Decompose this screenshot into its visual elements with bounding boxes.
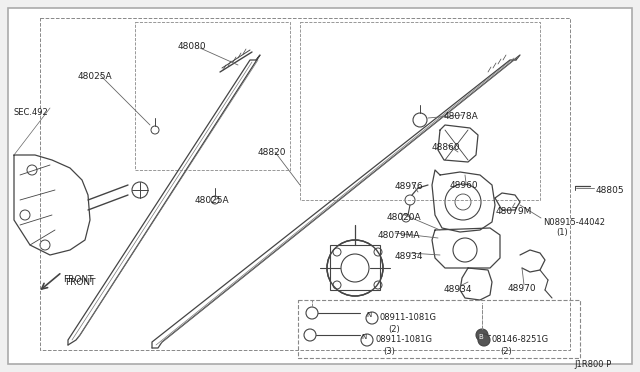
Text: N: N [362,334,367,340]
Text: (3): (3) [383,347,395,356]
Text: B: B [479,334,483,340]
FancyBboxPatch shape [8,8,632,364]
Text: 48025A: 48025A [78,72,113,81]
Text: (1): (1) [556,228,568,237]
Text: J1R800 P: J1R800 P [574,360,611,369]
Text: N: N [366,312,372,318]
Text: 48960: 48960 [450,181,479,190]
Text: 48934: 48934 [444,285,472,294]
Text: 08146-8251G: 08146-8251G [492,335,549,344]
Circle shape [476,329,488,341]
Text: FRONT: FRONT [63,275,93,284]
FancyBboxPatch shape [330,245,380,290]
Text: 48976: 48976 [395,182,424,191]
Text: 48970: 48970 [508,284,536,293]
Text: 48934: 48934 [395,252,424,261]
Text: N08915-44042: N08915-44042 [543,218,605,227]
Text: 48860: 48860 [432,143,461,152]
Text: 08911-1081G: 08911-1081G [375,335,432,344]
Text: 48079M: 48079M [496,207,532,216]
Text: 48805: 48805 [596,186,625,195]
Text: SEC.492: SEC.492 [14,108,49,117]
Text: 48820: 48820 [258,148,287,157]
Text: 48020A: 48020A [387,213,422,222]
Text: (2): (2) [500,347,512,356]
Text: (2): (2) [388,325,400,334]
Circle shape [478,334,490,346]
Text: 48079MA: 48079MA [378,231,420,240]
Text: FRONT: FRONT [65,278,95,287]
Text: 08911-1081G: 08911-1081G [380,313,437,322]
Text: 48025A: 48025A [195,196,230,205]
Text: 48078A: 48078A [444,112,479,121]
Text: 48080: 48080 [178,42,207,51]
